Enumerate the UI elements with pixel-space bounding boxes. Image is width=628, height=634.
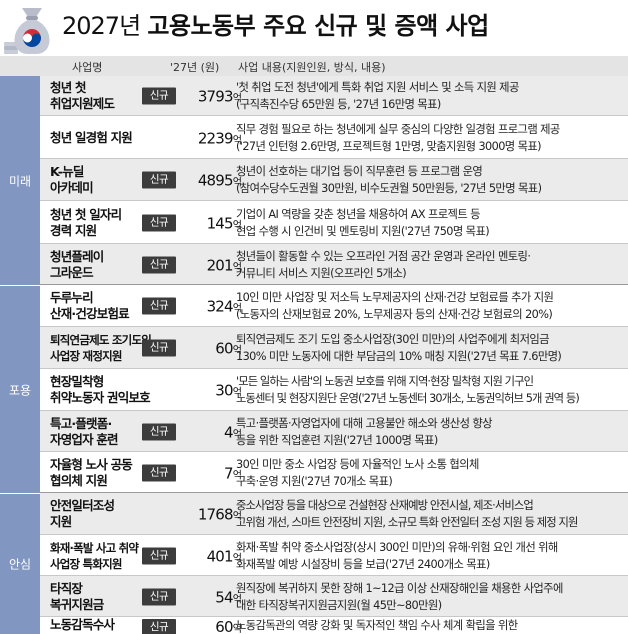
table-row: 특고·플랫폼· 자영업자 훈련 신규 4억 특고·플랫폼·자영업자에 대해 고용불… (40, 411, 628, 452)
table-row: 현장밀착형 취약노동자 권익보호 30억 '모든 일하는 사람'의 노동권 보호를… (40, 369, 628, 411)
budget-amount: 145억 (206, 214, 242, 232)
new-badge: 신규 (142, 87, 176, 105)
program-name: 자율형 노사 공동 협의체 지원 (50, 456, 133, 488)
money-bag-icon (4, 8, 50, 54)
program-name: 특고·플랫폼· 자영업자 훈련 (50, 415, 119, 447)
table-row: 자율형 노사 공동 협의체 지원 신규 7억 30인 미만 중소 사업장 등에 자… (40, 452, 628, 493)
new-badge: 신규 (142, 214, 176, 231)
budget-amount: 7억 (224, 464, 242, 482)
table-row: K-뉴딜 아카데미 신규 4895억 청년이 선호하는 대기업 등이 직무훈련 등… (40, 159, 628, 201)
table-row: 화재·폭발 사고 취약 사업장 특화지원 신규 401억 화재·폭발 취약 중소사… (40, 535, 628, 576)
budget-amount: 30억 (215, 381, 242, 400)
table-row: 청년 첫 취업지원제도 신규 3793억 '첫 취업 도전 청년'에게 특화 취업… (40, 76, 628, 116)
program-name: 청년 첫 일자리 경력 지원 (50, 206, 122, 238)
title-text: 고용노동부 주요 신규 및 증액 사업 (147, 12, 489, 40)
page-title: 2027년 고용노동부 주요 신규 및 증액 사업 (62, 10, 489, 42)
program-name: 두루누리 산재·건강보험료 (50, 290, 130, 321)
table-row: 청년 일경험 지원 2239억 직무 경험 필요로 하는 청년에게 실무 중심의… (40, 116, 628, 159)
program-description: '모든 일하는 사람'의 노동권 보호를 위해 지역·현장 밀착형 지원 기구인… (236, 375, 580, 405)
column-header-name: 사업명 (72, 61, 103, 74)
program-name: 청년플레이 그라운드 (50, 248, 104, 280)
table-row: 두루누리 산재·건강보험료 신규 324억 10인 미만 사업장 및 저소득 노무… (40, 285, 628, 327)
program-description: 직무 경험 필요로 하는 청년에게 실무 중심의 다양한 일경험 프로그램 제공… (236, 122, 560, 153)
program-description: '첫 취업 도전 청년'에게 특화 취업 지원 서비스 및 소득 지원 제공 (구… (236, 81, 519, 111)
table-row: 청년플레이 그라운드 신규 201억 청년들이 활동할 수 있는 오프라인 거점 … (40, 244, 628, 285)
program-description: 30인 미만 중소 사업장 등에 자율적인 노사 소통 협의체 구축·운영 지원(… (236, 457, 479, 488)
new-badge: 신규 (142, 339, 176, 357)
table-row: 안전일터조성 지원 1768억 중소사업장 등을 대상으로 건설현장 산재예방 안… (40, 493, 628, 535)
table-row: 타직장 복귀지원금 신규 54억 원직장에 복귀하지 못한 장해 1~12급 이상… (40, 576, 628, 617)
new-badge: 신규 (142, 464, 176, 481)
program-description: 기업이 AI 역량을 갖춘 청년을 채용하여 AX 프로젝트 등 현업 수행 시 … (236, 207, 490, 238)
new-badge: 신규 (142, 256, 176, 273)
program-name: 퇴직연금제도 조기도입 사업장 재정지원 (50, 333, 152, 363)
new-badge: 신규 (142, 588, 176, 605)
new-badge: 신규 (142, 171, 176, 189)
new-badge: 신규 (142, 297, 176, 315)
new-badge: 신규 (142, 619, 176, 634)
title-year: 2027년 (62, 12, 141, 40)
budget-amount: 60억 (215, 339, 242, 358)
table-row: 청년 첫 일자리 경력 지원 신규 145억 기업이 AI 역량을 갖춘 청년을 … (40, 201, 628, 244)
program-name: 타직장 복귀지원금 (50, 580, 104, 612)
program-description: 청년들이 활동할 수 있는 오프라인 거점 공간 운영과 온라인 멘토링· 커뮤니… (236, 249, 531, 280)
program-description: 퇴직연금제도 조기 도입 중소사업장(30인 미만)의 사업주에게 최저임금 13… (236, 333, 562, 363)
budget-amount: 324억 (206, 297, 242, 316)
program-name: K-뉴딜 아카데미 (50, 164, 94, 195)
program-description: 노동감독관의 역량 강화 및 독자적인 책임 수사 체계 확립을 위한 (236, 619, 518, 632)
program-description: 청년이 선호하는 대기업 등이 직무훈련 등 프로그램 운영 (참여수당수도권월 … (236, 165, 542, 195)
program-description: 중소사업장 등을 대상으로 건설현장 산재예방 안전시설, 제조·서비스업 고위험… (236, 499, 578, 529)
program-description: 10인 미만 사업장 및 저소득 노무제공자의 산재·건강 보험료를 추가 지원… (236, 291, 554, 321)
section-label-future: 미래 (0, 76, 40, 285)
program-name: 청년 일경험 지원 (50, 129, 133, 145)
budget-amount: 201억 (206, 256, 242, 274)
table-row: 퇴직연금제도 조기도입 사업장 재정지원 신규 60억 퇴직연금제도 조기 도입 … (40, 327, 628, 369)
new-badge: 신규 (142, 423, 176, 440)
program-description: 특고·플랫폼·자영업자에 대해 고용불안 해소와 생산성 향상 등을 위한 직업훈… (236, 416, 493, 447)
program-name: 노동감독수사 (50, 617, 115, 632)
table-row: 노동감독수사 신규 60억 노동감독관의 역량 강화 및 독자적인 책임 수사 … (40, 617, 628, 634)
program-name: 청년 첫 취업지원제도 (50, 80, 115, 111)
budget-amount: 60억 (215, 618, 242, 634)
new-badge: 신규 (142, 547, 176, 564)
section-label-safety: 안심 (0, 493, 40, 634)
header: 2027년 고용노동부 주요 신규 및 증액 사업 (0, 0, 628, 56)
budget-amount: 4895억 (197, 171, 242, 190)
budget-amount: 1768억 (197, 505, 242, 524)
program-name: 현장밀착형 취약노동자 권익보호 (50, 374, 151, 405)
column-header-row: 사업명 '27년 (원) 사업 내용(지원인원, 방식, 내용) (0, 56, 628, 76)
section-label-inclusion: 포용 (0, 285, 40, 493)
program-name: 화재·폭발 사고 취약 사업장 특화지원 (50, 540, 139, 571)
program-name: 안전일터조성 지원 (50, 498, 115, 529)
column-header-budget: '27년 (원) (170, 61, 220, 74)
budget-amount: 54억 (215, 588, 242, 606)
program-description: 원직장에 복귀하지 못한 장해 1~12급 이상 산재장해인을 채용한 사업주에… (236, 581, 563, 612)
column-header-description: 사업 내용(지원인원, 방식, 내용) (238, 61, 386, 74)
program-description: 화재·폭발 취약 중소사업장(상시 300인 미만)의 유해·위험 요인 개선 … (236, 540, 558, 571)
budget-amount: 3793억 (197, 87, 242, 106)
budget-amount: 2239억 (197, 129, 242, 147)
budget-amount: 4억 (224, 423, 242, 441)
budget-amount: 401억 (206, 547, 242, 565)
